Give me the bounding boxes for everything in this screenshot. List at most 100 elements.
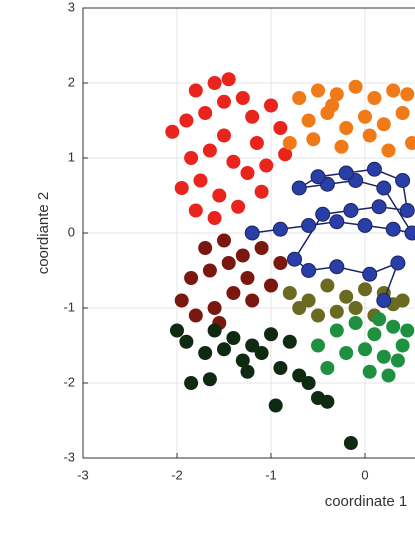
point: [226, 154, 241, 169]
point: [343, 203, 359, 218]
point: [179, 113, 194, 128]
point: [170, 323, 184, 338]
point: [348, 301, 363, 315]
point: [226, 331, 241, 345]
point: [184, 151, 199, 165]
point: [381, 368, 396, 383]
point: [273, 361, 288, 375]
point: [207, 301, 222, 315]
point: [325, 98, 340, 113]
point: [202, 372, 217, 387]
point: [287, 251, 302, 267]
point: [235, 248, 250, 263]
x-tick-label: -1: [265, 467, 277, 482]
point: [358, 109, 372, 124]
point: [184, 271, 199, 285]
point: [235, 353, 250, 368]
point: [198, 241, 213, 255]
point: [386, 83, 401, 98]
y-tick-label: -1: [63, 299, 75, 314]
point: [371, 199, 387, 215]
point: [306, 132, 321, 147]
x-tick-label: -2: [171, 467, 183, 482]
point: [376, 293, 392, 308]
point: [188, 203, 203, 218]
y-tick-label: 2: [68, 74, 75, 89]
point: [282, 334, 297, 349]
point: [207, 323, 222, 338]
point: [338, 165, 354, 181]
point: [249, 136, 264, 150]
point: [339, 346, 354, 360]
point: [245, 338, 260, 353]
point: [188, 83, 203, 98]
point: [362, 266, 378, 282]
point: [273, 121, 288, 135]
point: [390, 255, 406, 271]
point: [320, 361, 335, 375]
point: [202, 263, 217, 278]
point: [254, 346, 269, 360]
point: [244, 225, 260, 241]
point: [315, 206, 331, 222]
y-tick-label: 1: [68, 149, 75, 164]
point: [358, 282, 372, 297]
point: [386, 319, 401, 334]
point: [358, 342, 372, 357]
point: [367, 91, 382, 105]
point: [221, 256, 236, 270]
point: [320, 278, 335, 293]
point: [240, 271, 255, 285]
point: [329, 87, 344, 102]
point: [367, 327, 382, 342]
point: [301, 293, 316, 308]
point: [343, 436, 358, 450]
point: [395, 338, 410, 353]
point: [202, 143, 217, 158]
point: [217, 94, 231, 109]
x-tick-label: -3: [77, 467, 89, 482]
point: [400, 323, 415, 338]
point: [264, 327, 278, 342]
point: [376, 117, 391, 132]
point: [217, 233, 231, 248]
point: [268, 398, 283, 413]
point: [278, 147, 293, 162]
point: [400, 87, 415, 102]
point: [301, 263, 317, 278]
point: [357, 218, 373, 233]
point: [348, 316, 363, 330]
point: [207, 211, 222, 225]
point: [273, 256, 288, 270]
point: [217, 342, 231, 357]
point: [198, 346, 213, 360]
axes-box: [82, 7, 415, 459]
point: [301, 218, 317, 233]
point: [184, 376, 199, 390]
point: [282, 286, 297, 300]
point: [264, 278, 278, 293]
point: [395, 106, 410, 120]
point: [292, 301, 307, 315]
point: [301, 376, 316, 390]
point: [376, 180, 392, 196]
point: [245, 293, 260, 308]
point: [311, 83, 325, 98]
point: [235, 91, 250, 105]
point: [174, 181, 189, 195]
y-tick-label: 0: [68, 224, 75, 239]
y-tick-label: -3: [63, 449, 75, 464]
point: [329, 323, 344, 338]
point: [362, 364, 377, 379]
point: [329, 304, 344, 319]
point: [366, 161, 382, 177]
x-axis-label: coordinate 1: [325, 493, 408, 510]
point: [320, 394, 335, 409]
y-axis-label: coordiante 2: [35, 192, 52, 275]
point: [311, 308, 325, 323]
point: [221, 72, 236, 87]
point: [385, 221, 401, 237]
point: [259, 158, 274, 173]
x-tick-label: 0: [361, 467, 368, 482]
